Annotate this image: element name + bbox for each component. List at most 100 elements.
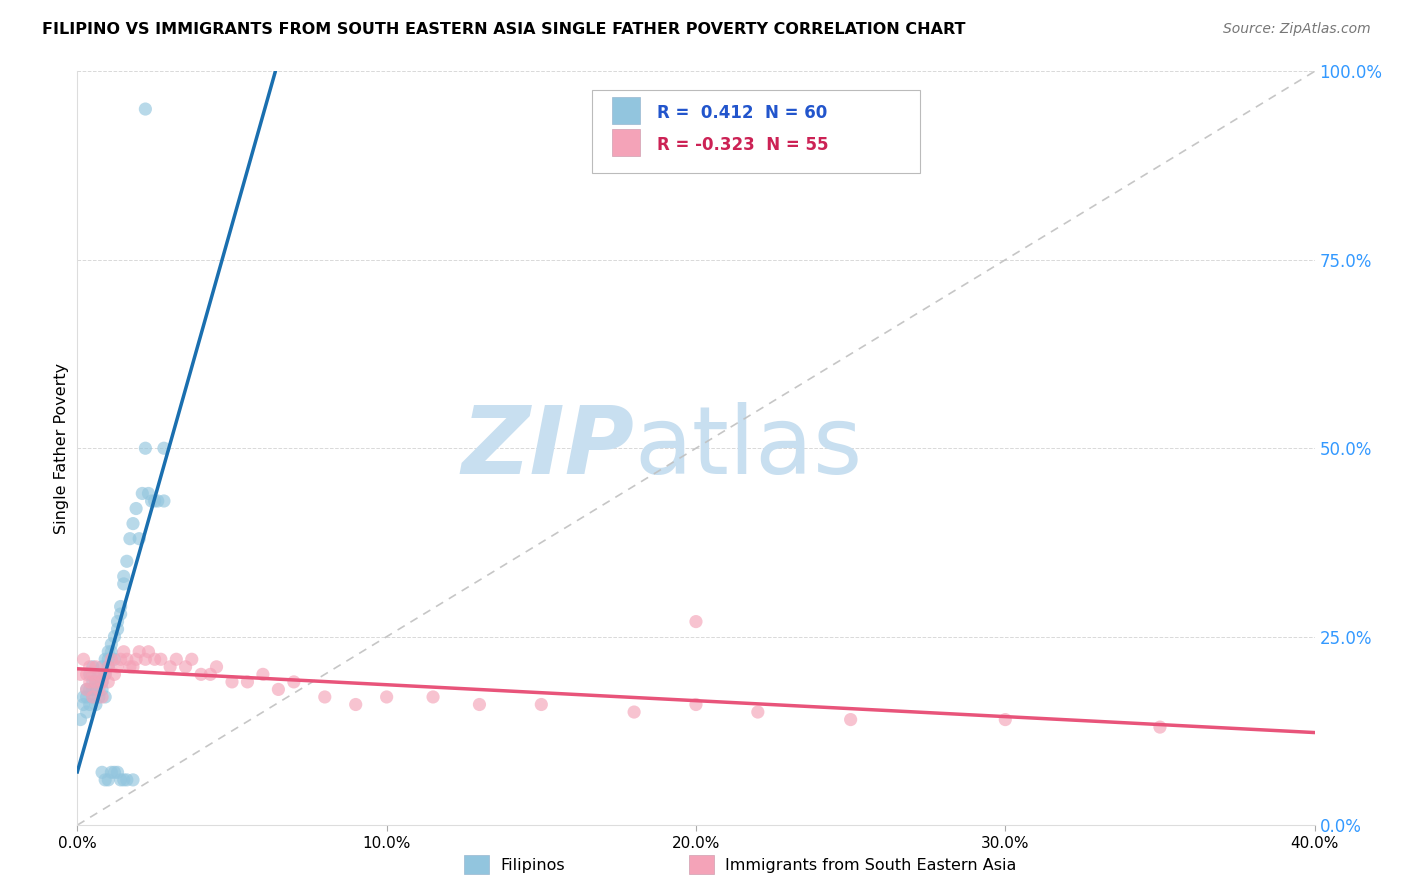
Point xyxy=(375,690,398,704)
Point xyxy=(103,667,125,681)
Point xyxy=(107,765,129,780)
Point xyxy=(112,577,135,591)
Point xyxy=(91,674,114,689)
Point xyxy=(685,698,707,712)
Point xyxy=(107,622,129,636)
Point xyxy=(131,486,153,500)
Point xyxy=(91,765,114,780)
Point xyxy=(128,532,150,546)
Point xyxy=(84,698,107,712)
Point xyxy=(112,569,135,583)
Point xyxy=(112,645,135,659)
Point xyxy=(91,660,114,674)
Point xyxy=(110,772,132,787)
Point xyxy=(79,674,101,689)
Point xyxy=(82,690,104,704)
Point xyxy=(1149,720,1171,734)
Text: R =  0.412  N = 60: R = 0.412 N = 60 xyxy=(657,104,827,122)
Point xyxy=(97,652,120,666)
Point xyxy=(149,652,172,666)
Point xyxy=(79,667,101,681)
Point xyxy=(153,494,176,508)
Point xyxy=(72,690,94,704)
Point xyxy=(994,713,1017,727)
Point xyxy=(134,652,156,666)
Point xyxy=(122,660,145,674)
Point xyxy=(685,615,707,629)
Point xyxy=(82,667,104,681)
Point xyxy=(159,660,181,674)
Point xyxy=(112,772,135,787)
Point xyxy=(94,652,117,666)
Point xyxy=(97,660,120,674)
Point xyxy=(122,772,145,787)
Point xyxy=(82,690,104,704)
Point xyxy=(125,652,148,666)
Point xyxy=(128,645,150,659)
Point xyxy=(91,674,114,689)
Point xyxy=(422,690,444,704)
Point xyxy=(180,652,202,666)
Text: Immigrants from South Eastern Asia: Immigrants from South Eastern Asia xyxy=(725,858,1017,872)
Point xyxy=(110,652,132,666)
Point xyxy=(115,652,138,666)
Point xyxy=(87,667,110,681)
Text: FILIPINO VS IMMIGRANTS FROM SOUTH EASTERN ASIA SINGLE FATHER POVERTY CORRELATION: FILIPINO VS IMMIGRANTS FROM SOUTH EASTER… xyxy=(42,22,966,37)
Point xyxy=(134,442,156,455)
Point xyxy=(283,674,305,689)
Point xyxy=(82,660,104,674)
Point xyxy=(267,682,290,697)
Point xyxy=(97,645,120,659)
Point xyxy=(103,765,125,780)
Point xyxy=(839,713,862,727)
Point xyxy=(84,682,107,697)
Text: Source: ZipAtlas.com: Source: ZipAtlas.com xyxy=(1223,22,1371,37)
Point xyxy=(94,772,117,787)
Point xyxy=(115,554,138,568)
Point xyxy=(221,674,243,689)
Point xyxy=(138,645,160,659)
Point xyxy=(107,615,129,629)
Point xyxy=(134,102,156,116)
Point xyxy=(94,667,117,681)
Point xyxy=(69,667,91,681)
Point xyxy=(97,660,120,674)
Point xyxy=(236,674,259,689)
Point xyxy=(84,674,107,689)
Point xyxy=(87,682,110,697)
Point xyxy=(165,652,187,666)
Point xyxy=(97,674,120,689)
Point xyxy=(153,442,176,455)
Point xyxy=(87,667,110,681)
Point xyxy=(84,660,107,674)
Point xyxy=(72,698,94,712)
Point xyxy=(76,667,98,681)
Point xyxy=(118,660,141,674)
Point xyxy=(623,705,645,719)
Point xyxy=(190,667,212,681)
Point xyxy=(79,682,101,697)
Point xyxy=(76,690,98,704)
Point xyxy=(118,532,141,546)
Point xyxy=(94,690,117,704)
Point xyxy=(72,652,94,666)
Text: atlas: atlas xyxy=(634,402,862,494)
Point xyxy=(252,667,274,681)
Point xyxy=(174,660,197,674)
Point xyxy=(747,705,769,719)
Point xyxy=(530,698,553,712)
Y-axis label: Single Father Poverty: Single Father Poverty xyxy=(53,363,69,533)
Point xyxy=(205,660,228,674)
Point xyxy=(125,501,148,516)
Point xyxy=(76,705,98,719)
Point xyxy=(76,682,98,697)
Point xyxy=(107,660,129,674)
Point xyxy=(103,630,125,644)
Text: R = -0.323  N = 55: R = -0.323 N = 55 xyxy=(657,136,828,154)
Point xyxy=(91,690,114,704)
Point xyxy=(100,765,122,780)
Point xyxy=(79,660,101,674)
Point xyxy=(79,698,101,712)
Point xyxy=(141,494,163,508)
Point xyxy=(84,674,107,689)
